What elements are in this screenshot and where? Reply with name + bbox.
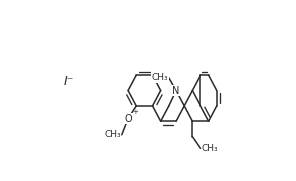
Text: +: + — [132, 109, 138, 115]
Text: I⁻: I⁻ — [64, 75, 75, 88]
Text: CH₃: CH₃ — [104, 130, 121, 139]
Text: CH₃: CH₃ — [201, 144, 218, 153]
Text: O: O — [124, 113, 132, 124]
Text: CH₃: CH₃ — [151, 73, 168, 82]
Text: N: N — [172, 85, 180, 96]
